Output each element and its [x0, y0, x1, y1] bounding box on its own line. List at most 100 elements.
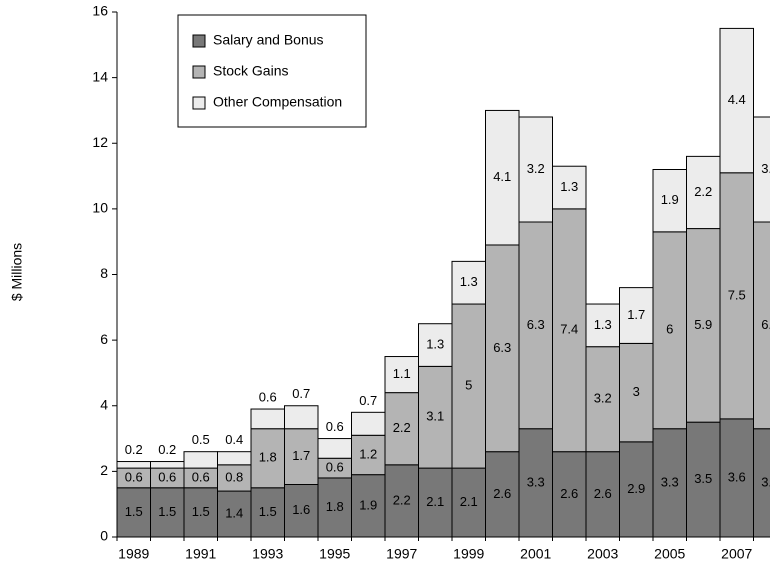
bar-segment	[317, 438, 352, 459]
x-tick-label: 1997	[386, 546, 417, 562]
value-label: 1.7	[627, 307, 645, 322]
value-label: 3	[633, 384, 640, 399]
value-label: 6.3	[493, 340, 511, 355]
y-tick-label: 10	[92, 200, 108, 216]
value-label: 0.6	[125, 469, 143, 484]
value-label: 6.3	[527, 317, 545, 332]
value-label: 3.1	[426, 409, 444, 424]
value-label: 1.1	[393, 366, 411, 381]
value-label: 0.7	[359, 393, 377, 408]
y-tick-label: 12	[92, 134, 108, 150]
value-label: 0.6	[158, 469, 176, 484]
y-tick-label: 0	[100, 528, 108, 544]
value-label: 3.3	[527, 474, 545, 489]
bar-segment	[485, 451, 520, 538]
x-tick-label: 1995	[319, 546, 350, 562]
bar-segment	[652, 169, 687, 233]
value-label: 4.4	[728, 92, 746, 107]
value-label: 5	[465, 378, 472, 393]
value-label: 1.7	[292, 448, 310, 463]
value-label: 1.2	[359, 446, 377, 461]
y-tick-label: 14	[92, 68, 108, 84]
legend-swatch	[192, 65, 206, 79]
value-label: 1.9	[661, 192, 679, 207]
legend-swatch	[192, 96, 206, 110]
bar-segment	[552, 451, 587, 538]
value-label: 1.6	[292, 502, 310, 517]
value-label: 1.9	[359, 497, 377, 512]
bar-segment	[552, 165, 587, 210]
y-tick-label: 6	[100, 331, 108, 347]
value-label: 0.2	[125, 442, 143, 457]
value-label: 3.2	[527, 161, 545, 176]
value-label: 2.6	[493, 486, 511, 501]
x-tick-label: 1989	[118, 546, 149, 562]
value-label: 1.5	[259, 504, 277, 519]
bar-segment	[116, 487, 151, 538]
value-label: 2.1	[426, 494, 444, 509]
bar-segment	[351, 474, 386, 538]
x-tick-label: 2005	[654, 546, 685, 562]
x-tick-label: 1993	[252, 546, 283, 562]
bar-segment	[753, 116, 770, 223]
y-axis-label: $ Millions	[9, 243, 25, 301]
value-label: 1.3	[560, 179, 578, 194]
value-label: 7.4	[560, 322, 578, 337]
y-tick-label: 8	[100, 265, 108, 281]
value-label: 1.8	[326, 499, 344, 514]
bar-segment	[351, 411, 386, 436]
bar-segment	[317, 477, 352, 538]
y-tick-label: 16	[92, 3, 108, 19]
value-label: 3.5	[694, 471, 712, 486]
value-label: 1.5	[125, 504, 143, 519]
bar-segment	[351, 434, 386, 476]
legend-swatch	[192, 34, 206, 48]
value-label: 0.5	[192, 432, 210, 447]
value-label: 2.2	[694, 184, 712, 199]
bar-segment	[686, 155, 721, 230]
bar-segment	[719, 172, 754, 420]
value-label: 1.4	[225, 505, 243, 520]
value-label: 0.7	[292, 386, 310, 401]
value-label: 0.2	[158, 442, 176, 457]
value-label: 1.5	[192, 504, 210, 519]
x-tick-label: 1999	[453, 546, 484, 562]
value-label: 5.9	[694, 317, 712, 332]
value-label: 2.2	[393, 492, 411, 507]
bar-segment	[183, 451, 218, 469]
bar-segment	[585, 346, 620, 453]
value-label: 2.6	[594, 486, 612, 501]
bar-segment	[552, 208, 587, 453]
bar-segment	[183, 487, 218, 538]
bar-segment	[585, 451, 620, 538]
bar-segment	[686, 228, 721, 423]
bar-segment	[619, 287, 654, 344]
value-label: 4.1	[493, 169, 511, 184]
bar-segment	[518, 116, 553, 223]
bar-segment	[753, 428, 770, 538]
value-label: 2.1	[460, 494, 478, 509]
value-label: 1.3	[460, 274, 478, 289]
bar-segment	[652, 231, 687, 430]
value-label: 0.6	[192, 469, 210, 484]
value-label: 0.6	[326, 460, 344, 475]
bar-segment	[150, 461, 185, 469]
bar-segment	[753, 221, 770, 430]
value-label: 1.5	[158, 504, 176, 519]
value-label: 1.3	[594, 317, 612, 332]
value-label: 3.3	[761, 474, 770, 489]
value-label: 3.3	[661, 474, 679, 489]
value-label: 3.6	[728, 469, 746, 484]
value-label: 6	[666, 322, 673, 337]
value-label: 3.2	[594, 391, 612, 406]
bar-segment	[250, 408, 285, 430]
bar-segment	[418, 365, 453, 469]
bar-segment	[719, 27, 754, 174]
value-label: 2.2	[393, 420, 411, 435]
value-label: 6.3	[761, 317, 770, 332]
x-tick-label: 2007	[721, 546, 752, 562]
x-tick-label: 1991	[185, 546, 216, 562]
x-tick-label: 2003	[587, 546, 618, 562]
value-label: 0.8	[225, 469, 243, 484]
value-label: 0.4	[225, 432, 243, 447]
